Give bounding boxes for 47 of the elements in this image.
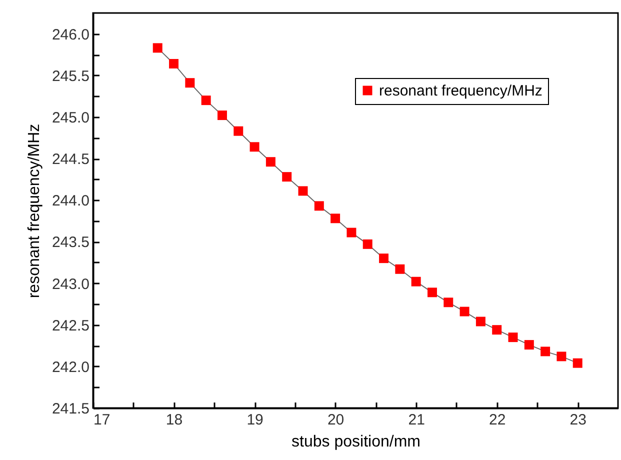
y-tick-label: 242.0 [52,358,90,376]
point [556,352,566,362]
y-tick-label: 244.0 [52,192,90,210]
x-tick-label: 18 [166,412,183,428]
x-tick-label: 21 [408,412,425,428]
point [492,325,502,335]
point [217,110,227,120]
point [444,298,454,308]
point [234,126,244,136]
y-tick-label: 242.5 [52,317,90,334]
y-axis-title: resonant frequency/MHz [26,124,43,298]
point [427,288,437,298]
point [540,346,550,356]
point [298,186,308,196]
y-tick-label: 244.5 [52,151,90,168]
y-tick-label: 245.0 [52,109,90,126]
point [476,316,486,326]
point [508,332,518,342]
x-tick-label: 22 [489,412,506,428]
point [169,58,179,68]
point [460,306,470,316]
point [572,358,582,368]
point [411,276,421,286]
point [362,239,372,249]
x-tick-label: 23 [570,412,586,428]
y-tick-label: 243.5 [52,234,90,252]
y-tick-label: 243.0 [52,276,90,293]
x-tick-label: 19 [246,412,264,428]
y-tick-label: 246.0 [52,26,90,44]
point [395,264,405,274]
y-tick-label: 245.5 [52,68,90,85]
legend-label: resonant frequency/MHz [379,82,542,100]
point [330,214,340,224]
y-tick-label: 241.5 [52,400,90,418]
point [314,201,324,211]
point [266,157,276,167]
x-axis-title: stubs position/mm [292,434,420,450]
point [346,228,356,238]
x-tick-label: 17 [94,412,110,428]
point [524,340,534,350]
point [282,172,292,182]
x-tick-label: 20 [327,412,344,428]
point [250,142,260,152]
point [185,78,195,88]
point [152,43,162,53]
point [201,96,211,106]
point [379,254,389,264]
